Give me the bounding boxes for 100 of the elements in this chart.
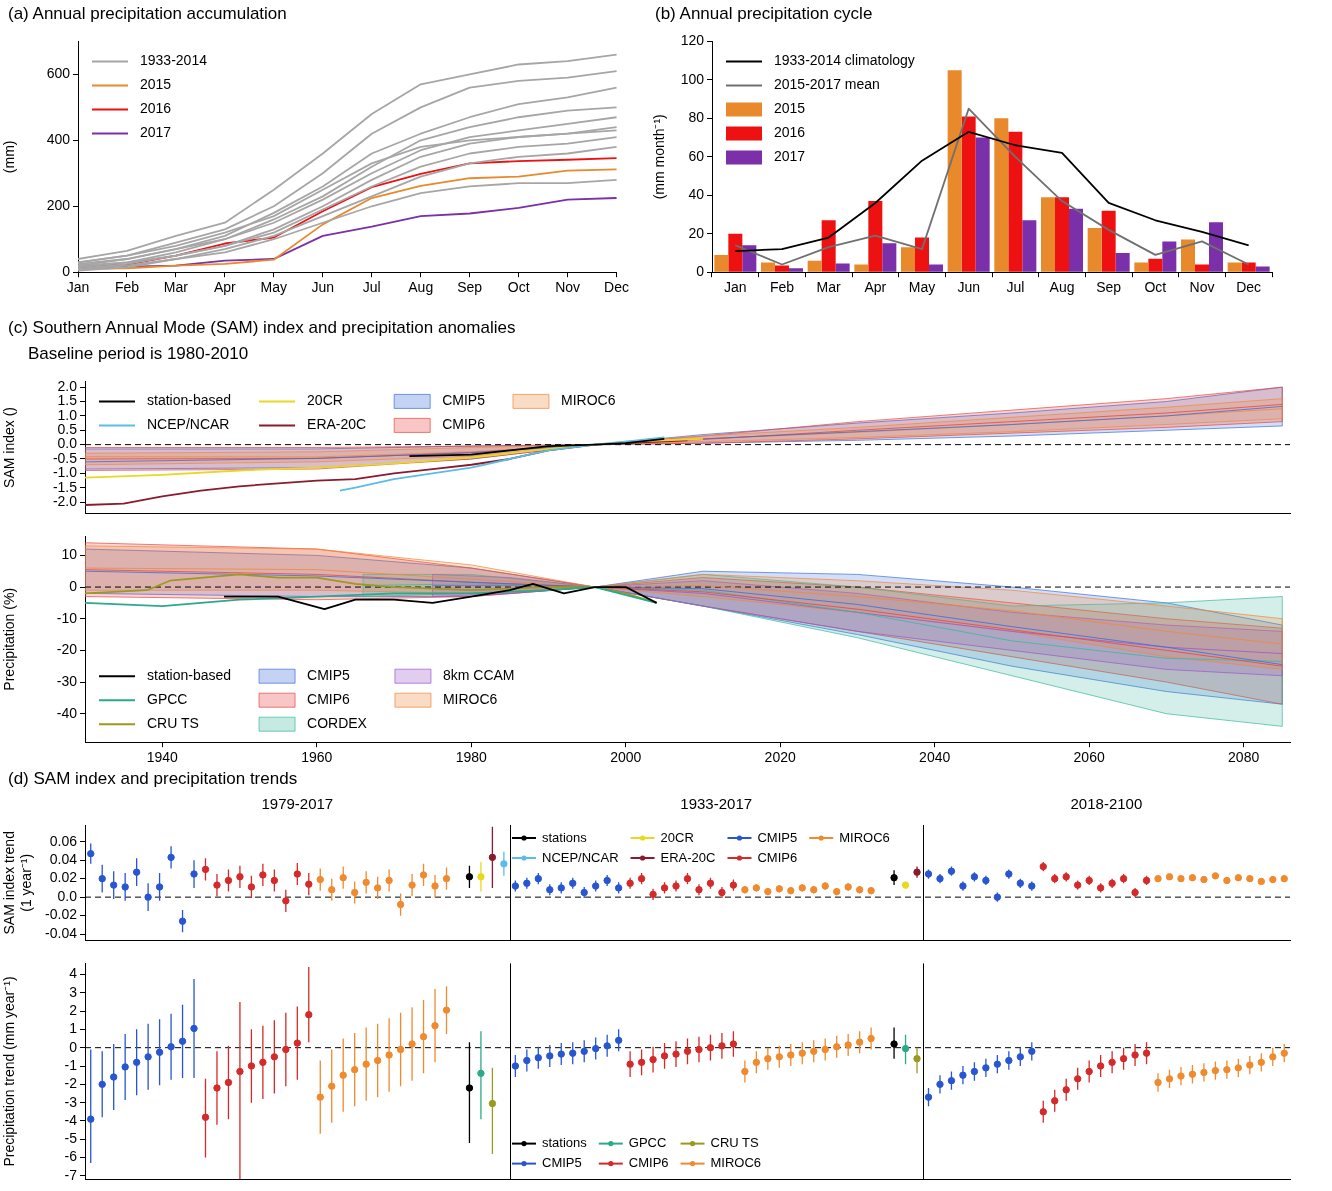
y-tick-label: 20 [688,224,705,241]
x-tick-label: Dec [1236,279,1262,296]
legend-label: GPCC [628,1135,667,1151]
legend-label: ERA-20C [660,849,716,865]
x-tick-label: 2060 [1073,749,1105,766]
y-axis-title: SAM index trend (1 year⁻¹) [1,831,35,935]
y-axis-title: Precipitation trend (mm year⁻¹) [1,976,18,1167]
y-tick-label: 2.0 [57,378,78,395]
y-axis-title: (mm) [1,140,18,174]
x-tick-label: Jan [66,279,90,296]
y-tick-label: 4 [69,965,78,982]
y-tick-label: 600 [46,65,71,82]
legend-label: ERA-20C [307,416,367,433]
legend-label: 2015 [774,100,806,117]
y-tick-label: -2 [64,1075,78,1092]
legend-label: CMIP5 [307,667,351,684]
x-tick-label: Feb [769,279,795,296]
y-tick-label: -6 [64,1148,78,1165]
y-tick-label: 0.02 [49,869,78,886]
y-tick-label: 0 [69,1038,78,1055]
legend-label: 2015-2017 mean [774,76,880,93]
x-tick-label: Sep [457,279,483,296]
chart-title: (c) Southern Annual Mode (SAM) index and precipitation anomalies [8,318,516,338]
legend-label: station-based [147,392,232,409]
x-tick-label: Dec [604,279,629,296]
y-tick-label: 3 [69,983,78,1000]
chart-title: (d) SAM index and precipitation trends [8,769,298,789]
y-tick-label: 40 [688,186,705,203]
x-tick-label: Sep [1096,279,1122,296]
y-tick-label: 0 [696,263,705,280]
y-axis-title: (mm month⁻¹) [651,114,668,200]
x-tick-label: Apr [864,279,887,296]
legend-label: CMIP6 [307,691,351,708]
x-tick-label: 2020 [764,749,796,766]
x-tick-label: Aug [408,279,434,296]
y-tick-label: -1.0 [52,464,78,481]
y-tick-label: 100 [680,70,705,87]
y-tick-label: 120 [680,32,705,49]
legend-label: CMIP6 [628,1155,669,1171]
y-tick-label: -3 [64,1093,78,1110]
y-tick-label: 200 [46,197,71,214]
legend-label: MIROC6 [839,829,890,845]
y-tick-label: 0 [69,577,78,594]
x-tick-label: Jul [1006,279,1025,296]
y-tick-label: 0.06 [49,832,78,849]
legend-label: 20CR [660,829,694,845]
x-tick-label: Oct [1144,279,1167,296]
x-tick-label: Feb [114,279,140,296]
x-tick-label: 1940 [146,749,179,766]
y-tick-label: 0.04 [49,851,78,867]
text: 2018-2100 [1070,795,1143,812]
y-axis-title: Precipitation (%) [1,587,18,691]
y-tick-label: 2 [69,1001,78,1018]
y-tick-label: 0.0 [57,887,78,904]
legend-label: 20CR [307,392,343,409]
legend-label: MIROC6 [560,392,616,409]
chart-title: (b) Annual precipitation cycle [655,4,873,24]
legend-label: CRU TS [710,1135,760,1151]
x-tick-label: Jun [957,279,980,296]
legend-label: 8km CCAM [442,667,515,684]
y-tick-label: 1 [69,1020,78,1037]
legend-label: MIROC6 [442,691,498,708]
x-tick-label: Jul [362,279,381,296]
legend-label: 2016 [140,100,172,117]
x-tick-label: Aug [1049,279,1075,296]
legend-label: GPCC [147,691,188,708]
legend-label: CMIP5 [757,829,798,845]
y-tick-label: -5 [64,1130,78,1147]
y-tick-label: 400 [46,131,71,148]
y-tick-label: 80 [688,109,705,126]
chart-subtitle: Baseline period is 1980-2010 [28,344,249,364]
y-tick-label: -10 [56,609,78,626]
y-tick-label: -2.0 [52,492,78,509]
legend-label: NCEP/NCAR [147,416,230,433]
y-tick-label: 60 [688,147,705,164]
legend-label: CMIP5 [442,392,486,409]
legend-label: MIROC6 [710,1155,762,1171]
legend-label: stations [542,1135,588,1151]
legend-label: CMIP5 [542,1155,582,1171]
legend-label: station-based [147,667,232,684]
y-tick-label: 0.0 [57,435,78,452]
y-tick-label: -1.5 [52,478,78,495]
legend-label: 1933-2014 [140,52,208,69]
legend-label: 2016 [774,124,806,141]
y-axis-title: SAM index () [1,407,18,488]
y-tick-label: -30 [56,672,78,689]
y-tick-label: -7 [64,1166,78,1183]
y-tick-label: 10 [61,546,78,563]
legend-label: 2017 [140,124,172,141]
x-tick-label: Nov [555,279,581,296]
legend-label: 1933-2014 climatology [774,52,915,69]
y-tick-label: -40 [56,704,78,721]
legend-label: CRU TS [147,715,199,732]
y-tick-label: -20 [56,641,78,658]
x-tick-label: Nov [1189,279,1215,296]
text: 1979-2017 [261,795,334,812]
y-tick-label: 0.5 [57,421,78,438]
x-tick-label: Jan [724,279,747,296]
legend-label: NCEP/NCAR [542,849,619,865]
x-tick-label: 2080 [1228,749,1260,766]
